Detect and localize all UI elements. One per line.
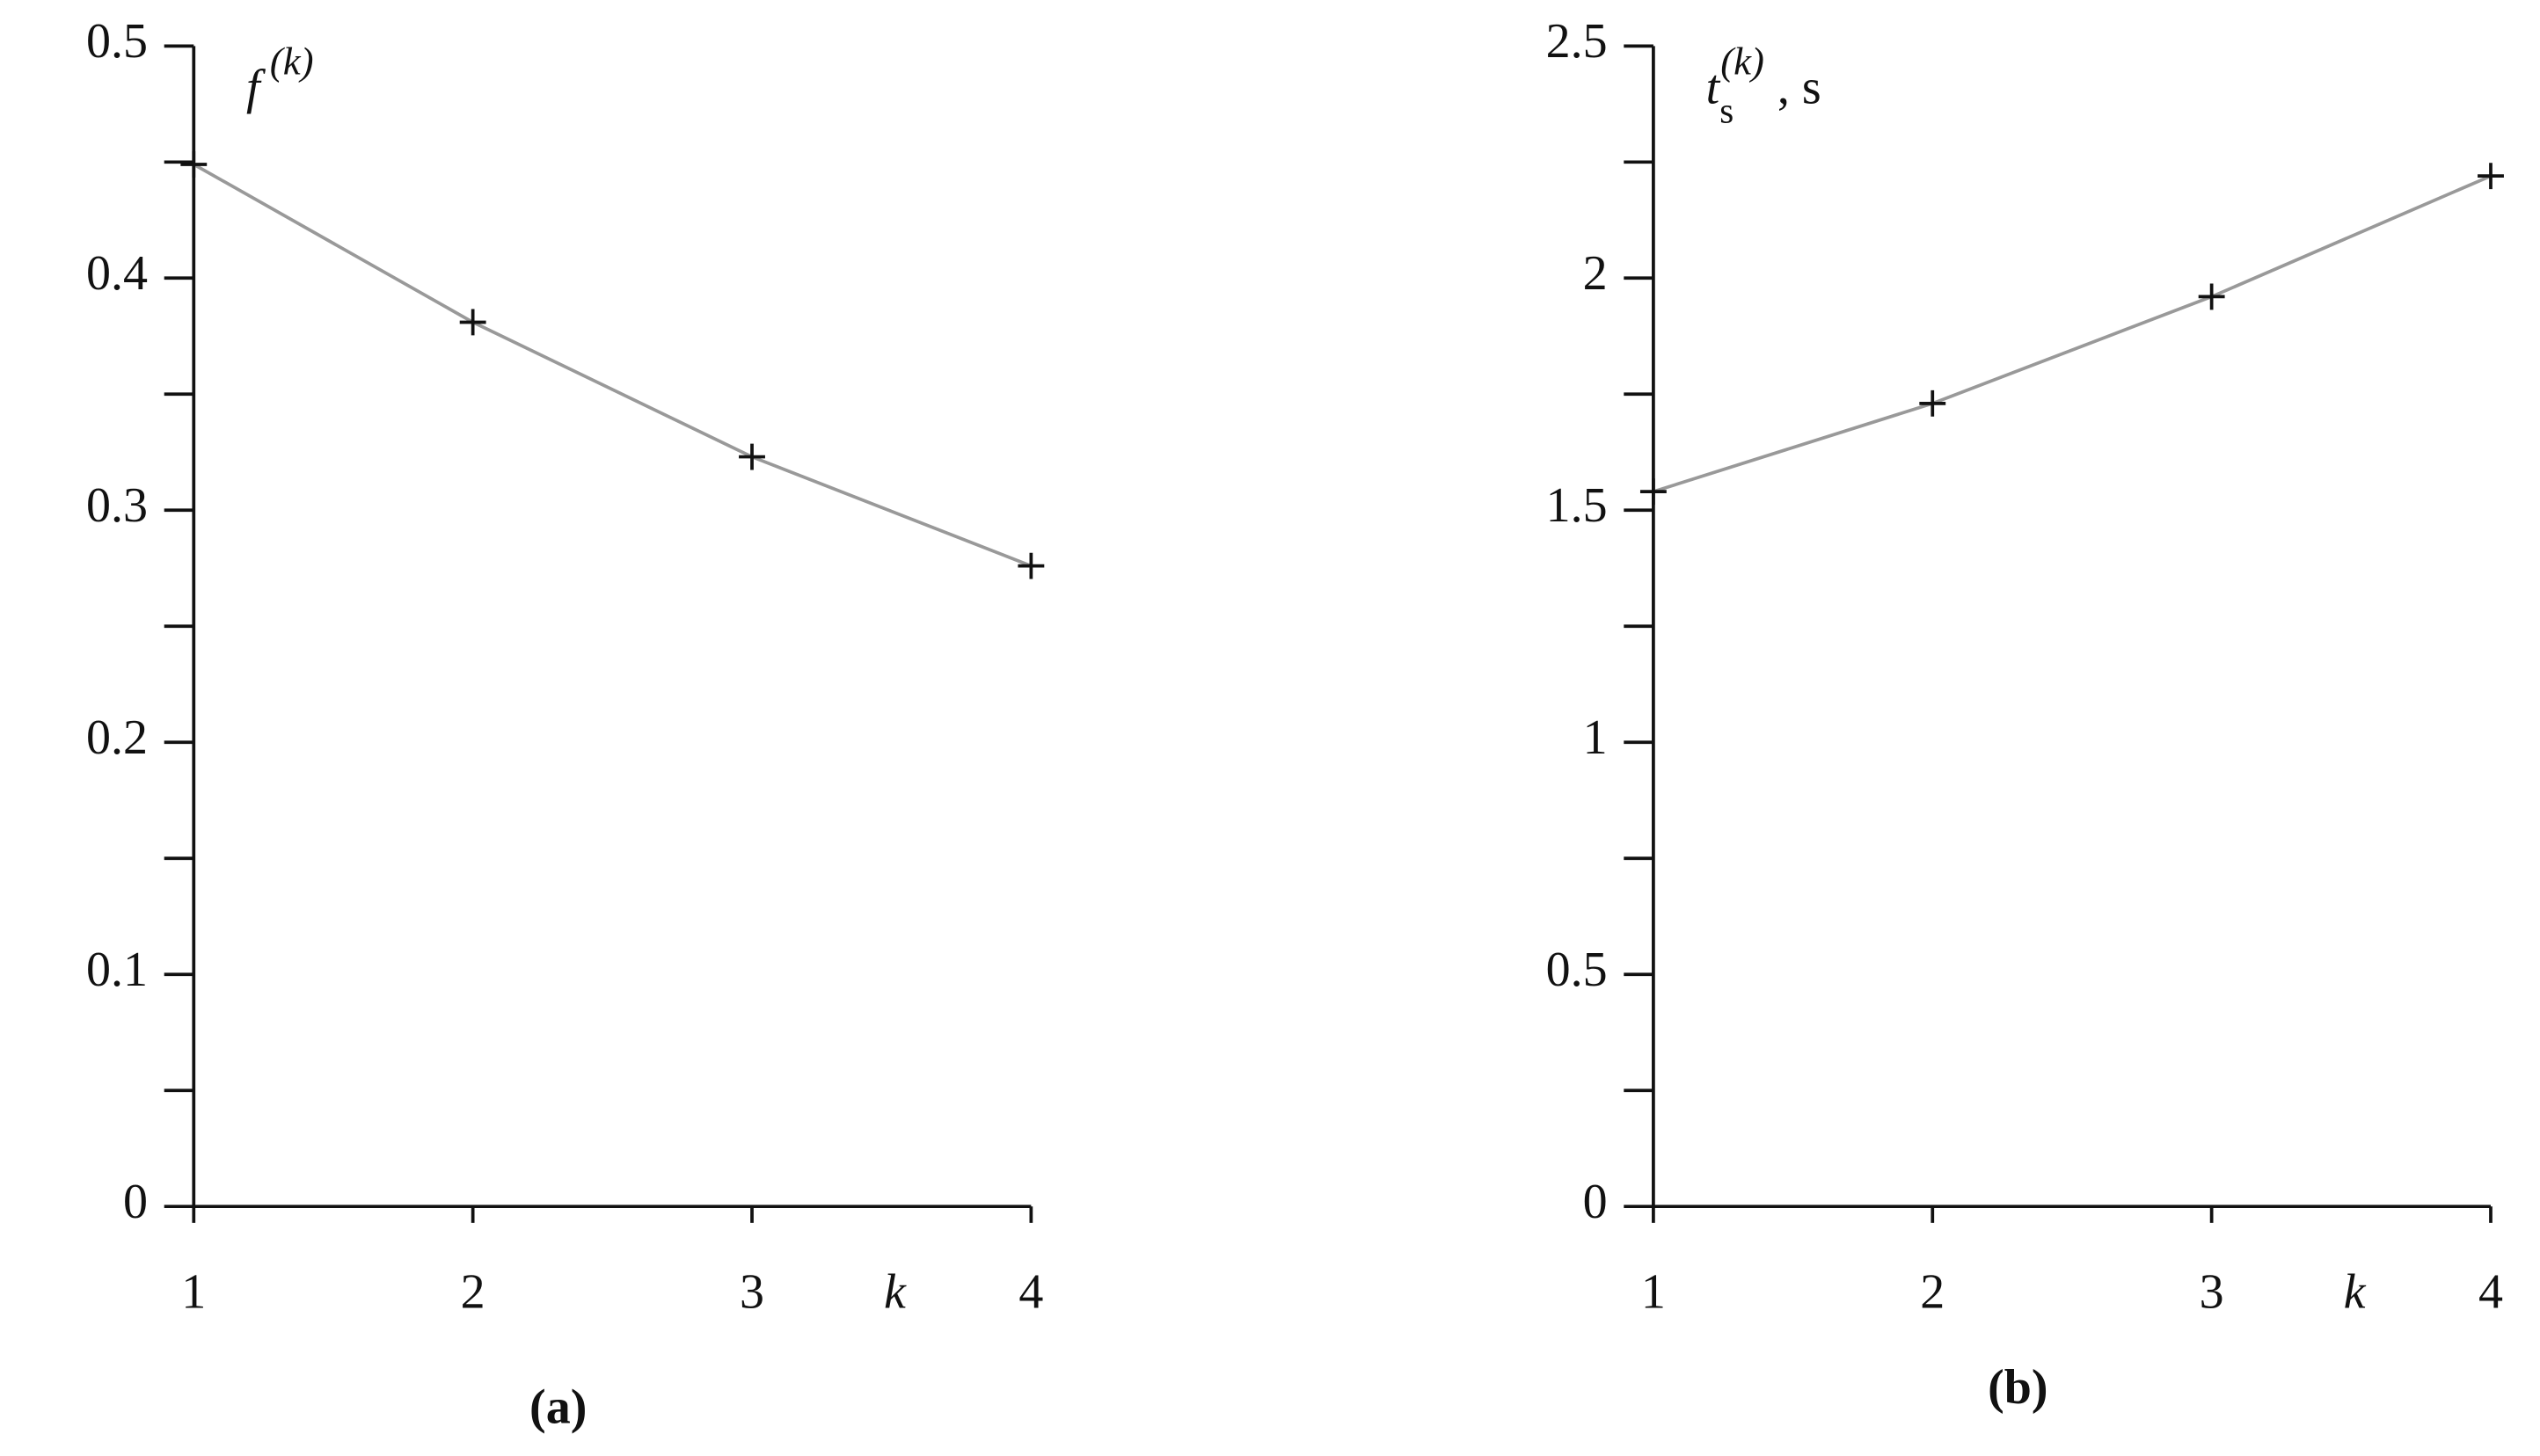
x-tick-label: 3 [2200, 1265, 2224, 1320]
y-tick-label: 0 [123, 1175, 148, 1229]
point-marker [1639, 478, 1667, 506]
point-marker [180, 151, 208, 178]
y-tick-label: 0.5 [1546, 943, 1608, 997]
y-label-base: f [246, 60, 266, 114]
y-tick-label: 2.5 [1546, 14, 1608, 69]
x-tick-label: 1 [181, 1265, 206, 1320]
y-label-sup: (k) [270, 40, 314, 84]
point-marker [1919, 389, 1946, 417]
data-line [1653, 174, 2492, 493]
y-tick-label: 1 [1583, 710, 1608, 765]
y-label-base: t [1706, 60, 1721, 114]
point-marker [2198, 283, 2225, 310]
x-tick-label: 2 [461, 1265, 485, 1320]
y-label-suffix: , s [1777, 60, 1821, 114]
y-label-sup: (k) [1720, 40, 1764, 84]
x-tick-label: 3 [740, 1265, 764, 1320]
point-marker [2478, 163, 2504, 190]
y-tick-label: 1.5 [1546, 478, 1608, 533]
point-marker [459, 309, 486, 336]
x-tick-label: 4 [2478, 1265, 2503, 1320]
panel-label: (b) [1988, 1360, 2047, 1415]
y-tick-label: 0.3 [86, 478, 148, 533]
y-axis-label: ts (k) , s [1706, 40, 1821, 131]
point-marker [739, 443, 765, 470]
x-axis-label: k [2344, 1265, 2367, 1320]
x-axis-label: k [884, 1265, 907, 1320]
y-tick-label: 2 [1583, 246, 1608, 301]
y-tick-label: 0 [1583, 1175, 1608, 1229]
y-tick-label: 0.2 [86, 710, 148, 765]
panel-label: (a) [529, 1380, 587, 1434]
y-axis-label: f (k) [246, 40, 313, 114]
x-tick-label: 1 [1641, 1265, 1666, 1320]
point-marker [1018, 552, 1045, 579]
y-tick-label: 0.4 [86, 246, 148, 301]
x-tick-label: 2 [1920, 1265, 1945, 1320]
x-tick-label: 4 [1018, 1265, 1043, 1320]
data-line [193, 163, 1033, 568]
y-tick-label: 0.5 [86, 14, 148, 69]
y-tick-label: 0.1 [86, 943, 148, 997]
y-label-sub: s [1719, 91, 1733, 131]
